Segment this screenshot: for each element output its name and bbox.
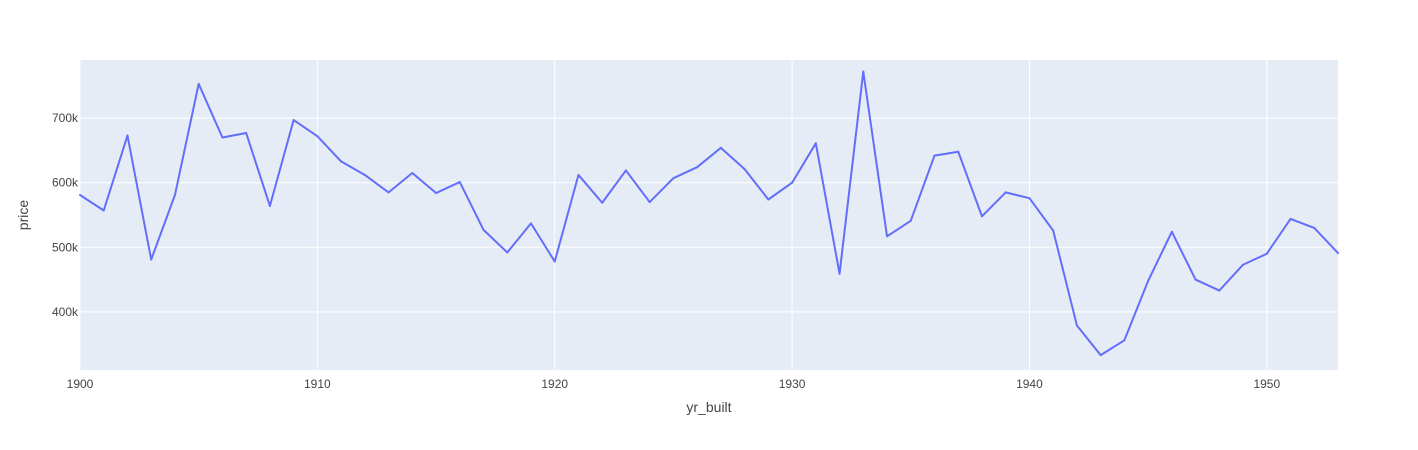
data-point-1943: [1099, 354, 1102, 357]
data-point-1904: [173, 193, 176, 196]
data-point-1910: [316, 135, 319, 138]
x-gridlines: [79, 60, 1268, 370]
data-point-1939: [1004, 191, 1007, 194]
data-point-1911: [340, 160, 343, 163]
data-point-1900: [79, 193, 81, 196]
y-tick-label: 400k: [52, 305, 79, 319]
data-point-1922: [601, 201, 604, 204]
data-point-1915: [435, 192, 438, 195]
data-point-1952: [1313, 226, 1316, 229]
series-line: [79, 70, 1339, 357]
data-point-1944: [1123, 339, 1126, 342]
y-axis-title: price: [15, 200, 31, 231]
data-point-1918: [506, 251, 509, 254]
data-point-1926: [696, 166, 699, 169]
data-point-1909: [292, 119, 295, 122]
data-point-1938: [980, 215, 983, 218]
data-point-1929: [767, 198, 770, 201]
data-point-1912: [363, 173, 366, 176]
data-point-1933: [862, 70, 865, 73]
data-point-1921: [577, 173, 580, 176]
data-point-1902: [126, 134, 129, 137]
x-tick-labels: 1900 1910 1920 1930 1940 1950: [67, 377, 1281, 391]
y-gridlines: [80, 117, 1338, 313]
data-point-1927: [719, 146, 722, 149]
x-axis-title: yr_built: [686, 399, 731, 415]
data-point-1916: [458, 181, 461, 184]
y-tick-label: 500k: [52, 240, 79, 254]
data-point-1940: [1028, 197, 1031, 200]
data-point-1953: [1337, 252, 1339, 255]
data-point-1931: [814, 142, 817, 145]
data-point-1946: [1170, 230, 1173, 233]
data-points: [79, 70, 1339, 357]
data-point-1947: [1194, 278, 1197, 281]
y-tick-labels: 400k 500k 600k 700k: [52, 111, 79, 319]
data-point-1936: [933, 154, 936, 157]
data-point-1950: [1265, 252, 1268, 255]
y-tick-label: 700k: [52, 111, 79, 125]
data-point-1901: [102, 209, 105, 212]
data-point-1937: [957, 150, 960, 153]
data-point-1925: [672, 177, 675, 180]
y-tick-label: 600k: [52, 176, 79, 190]
plot-area: [80, 60, 1338, 370]
data-point-1930: [791, 181, 794, 184]
data-point-1914: [411, 172, 414, 175]
data-point-1913: [387, 191, 390, 194]
data-point-1928: [743, 168, 746, 171]
data-point-1934: [886, 235, 889, 238]
data-point-1923: [624, 169, 627, 172]
data-point-1948: [1218, 289, 1221, 292]
data-point-1919: [529, 222, 532, 225]
data-point-1949: [1242, 263, 1245, 266]
data-point-1951: [1289, 217, 1292, 220]
data-point-1935: [909, 219, 912, 222]
x-tick-label: 1910: [304, 377, 331, 391]
data-point-1932: [838, 272, 841, 275]
data-point-1920: [553, 260, 556, 263]
data-point-1942: [1075, 324, 1078, 327]
data-point-1907: [245, 131, 248, 134]
data-point-1941: [1052, 229, 1055, 232]
x-tick-label: 1950: [1253, 377, 1280, 391]
data-point-1908: [268, 204, 271, 207]
x-tick-label: 1940: [1016, 377, 1043, 391]
data-point-1945: [1147, 279, 1150, 282]
data-point-1906: [221, 136, 224, 139]
x-tick-label: 1900: [67, 377, 94, 391]
x-tick-label: 1920: [541, 377, 568, 391]
data-point-1903: [150, 258, 153, 261]
data-point-1924: [648, 201, 651, 204]
data-point-1917: [482, 228, 485, 231]
x-tick-label: 1930: [779, 377, 806, 391]
data-point-1905: [197, 82, 200, 85]
